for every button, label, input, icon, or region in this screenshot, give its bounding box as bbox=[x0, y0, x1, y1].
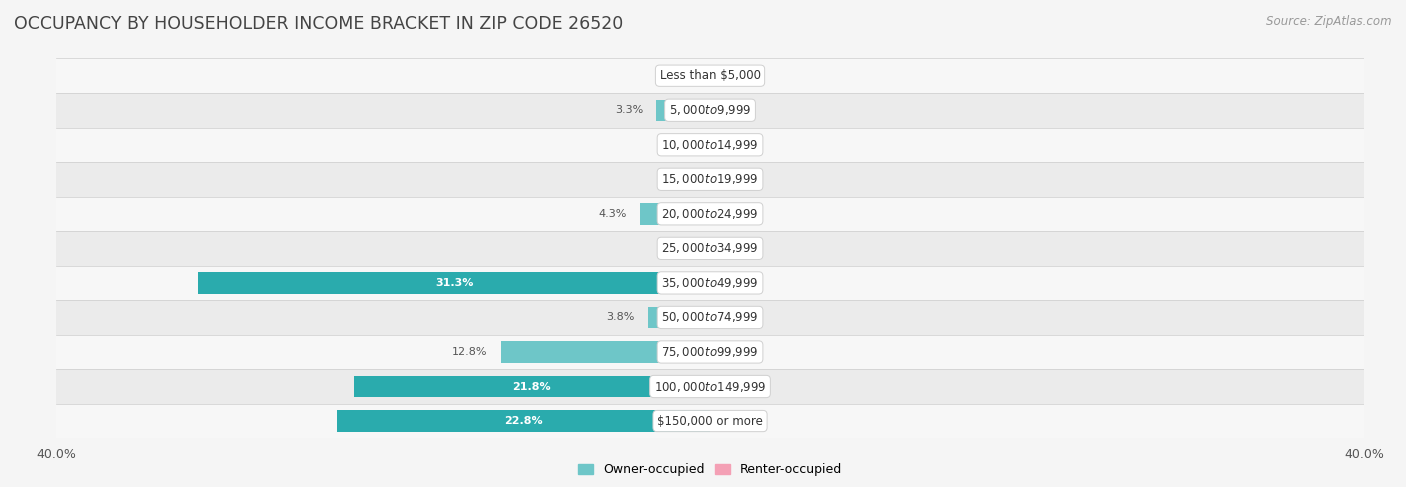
Text: $15,000 to $19,999: $15,000 to $19,999 bbox=[661, 172, 759, 187]
Text: $5,000 to $9,999: $5,000 to $9,999 bbox=[669, 103, 751, 117]
Text: 4.3%: 4.3% bbox=[599, 209, 627, 219]
Bar bbox=[640, 203, 710, 225]
Text: 0.0%: 0.0% bbox=[723, 278, 751, 288]
Text: 21.8%: 21.8% bbox=[513, 381, 551, 392]
Text: 0.0%: 0.0% bbox=[723, 313, 751, 322]
Bar bbox=[56, 265, 1364, 300]
Text: 0.0%: 0.0% bbox=[723, 71, 751, 81]
Text: Less than $5,000: Less than $5,000 bbox=[659, 69, 761, 82]
Bar bbox=[56, 128, 1364, 162]
Text: $75,000 to $99,999: $75,000 to $99,999 bbox=[661, 345, 759, 359]
Text: 0.0%: 0.0% bbox=[723, 416, 751, 426]
Text: 22.8%: 22.8% bbox=[505, 416, 543, 426]
Text: 0.0%: 0.0% bbox=[657, 174, 686, 184]
Text: 3.3%: 3.3% bbox=[614, 105, 643, 115]
Text: 31.3%: 31.3% bbox=[434, 278, 474, 288]
Text: 0.0%: 0.0% bbox=[723, 140, 751, 150]
Bar bbox=[56, 197, 1364, 231]
Bar bbox=[56, 300, 1364, 335]
Bar bbox=[648, 307, 710, 328]
Bar bbox=[56, 58, 1364, 93]
Text: $50,000 to $74,999: $50,000 to $74,999 bbox=[661, 310, 759, 324]
Text: $35,000 to $49,999: $35,000 to $49,999 bbox=[661, 276, 759, 290]
Text: 0.0%: 0.0% bbox=[723, 209, 751, 219]
Text: Source: ZipAtlas.com: Source: ZipAtlas.com bbox=[1267, 15, 1392, 28]
Text: 12.8%: 12.8% bbox=[453, 347, 488, 357]
Bar bbox=[56, 335, 1364, 369]
Bar bbox=[337, 411, 710, 432]
Text: 0.0%: 0.0% bbox=[723, 381, 751, 392]
Bar bbox=[354, 376, 710, 397]
Bar bbox=[198, 272, 710, 294]
Text: 0.0%: 0.0% bbox=[723, 244, 751, 253]
Bar bbox=[56, 404, 1364, 438]
Text: $100,000 to $149,999: $100,000 to $149,999 bbox=[654, 379, 766, 393]
Bar bbox=[56, 162, 1364, 197]
Text: 0.0%: 0.0% bbox=[723, 347, 751, 357]
Text: 0.0%: 0.0% bbox=[723, 174, 751, 184]
Legend: Owner-occupied, Renter-occupied: Owner-occupied, Renter-occupied bbox=[574, 458, 846, 482]
Text: $150,000 or more: $150,000 or more bbox=[657, 414, 763, 428]
Text: $25,000 to $34,999: $25,000 to $34,999 bbox=[661, 242, 759, 255]
Bar bbox=[501, 341, 710, 363]
Text: OCCUPANCY BY HOUSEHOLDER INCOME BRACKET IN ZIP CODE 26520: OCCUPANCY BY HOUSEHOLDER INCOME BRACKET … bbox=[14, 15, 623, 33]
Text: $20,000 to $24,999: $20,000 to $24,999 bbox=[661, 207, 759, 221]
Text: 3.8%: 3.8% bbox=[606, 313, 636, 322]
Bar bbox=[56, 369, 1364, 404]
Text: 0.0%: 0.0% bbox=[657, 140, 686, 150]
Text: $10,000 to $14,999: $10,000 to $14,999 bbox=[661, 138, 759, 152]
Bar bbox=[657, 99, 710, 121]
Bar bbox=[56, 231, 1364, 265]
Text: 0.0%: 0.0% bbox=[723, 105, 751, 115]
Text: 0.0%: 0.0% bbox=[657, 244, 686, 253]
Bar bbox=[56, 93, 1364, 128]
Text: 0.0%: 0.0% bbox=[657, 71, 686, 81]
